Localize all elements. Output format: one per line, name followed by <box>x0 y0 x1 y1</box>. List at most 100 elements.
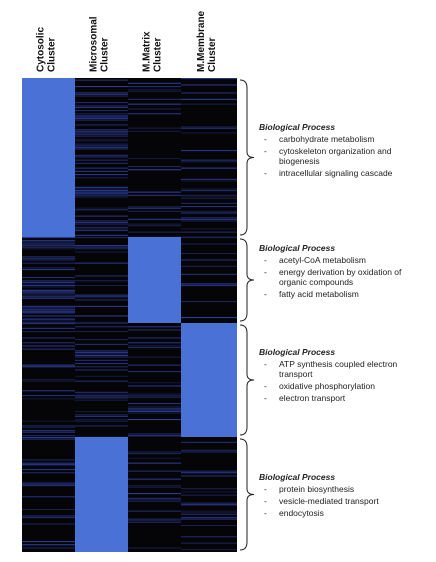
heatmap-stripe <box>181 212 237 214</box>
heatmap-stripe <box>75 222 128 224</box>
heatmap-stripe <box>75 140 128 142</box>
bullet-dash: - <box>264 496 267 506</box>
heatmap-stripe <box>128 127 181 129</box>
heatmap-stripe <box>22 390 75 392</box>
heatmap-stripe <box>75 156 128 158</box>
heatmap-stripe <box>181 220 237 222</box>
heatmap-stripe <box>22 237 75 239</box>
heatmap-stripe <box>128 223 181 225</box>
heatmap-stripe <box>75 146 128 148</box>
heatmap-stripe <box>128 364 181 366</box>
heatmap-stripe <box>181 549 237 551</box>
heatmap-stripe <box>181 451 237 453</box>
heatmap-stripe <box>181 126 237 128</box>
heatmap-stripe <box>181 180 237 182</box>
heatmap-stripe <box>75 86 128 88</box>
heatmap-stripe <box>22 348 75 350</box>
heatmap-stripe <box>75 391 128 393</box>
heatmap-stripe <box>75 110 128 112</box>
heatmap-stripe <box>22 283 75 285</box>
heatmap-stripe <box>128 326 181 328</box>
heatmap-stripe <box>75 262 128 264</box>
heatmap-stripe <box>75 226 128 228</box>
heatmap-stripe <box>75 134 128 136</box>
heatmap-stripe <box>128 403 181 405</box>
heatmap-stripe <box>181 167 237 169</box>
process-item: ATP synthesis coupled electron <box>279 359 398 369</box>
heatmap-stripe <box>22 523 75 525</box>
heatmap-stripe <box>75 209 128 211</box>
heatmap-stripe <box>22 430 75 432</box>
heatmap <box>22 78 237 552</box>
heatmap-stripe <box>75 215 128 217</box>
heatmap-stripe <box>75 237 128 239</box>
heatmap-block <box>22 323 75 437</box>
heatmap-stripe <box>75 305 128 307</box>
heatmap-stripe <box>181 518 237 520</box>
heatmap-stripe <box>181 512 237 514</box>
heatmap-stripe <box>128 457 181 459</box>
heatmap-stripe <box>128 518 181 520</box>
heatmap-stripe <box>22 315 75 317</box>
heatmap-stripe <box>75 143 128 145</box>
column-header: Cytosolic <box>36 27 47 72</box>
heatmap-stripe <box>75 190 128 192</box>
heatmap-stripe <box>128 89 181 91</box>
heatmap-stripe <box>181 283 237 285</box>
heatmap-stripe <box>128 451 181 453</box>
heatmap-stripe <box>75 375 128 377</box>
heatmap-stripe <box>75 170 128 172</box>
heatmap-stripe <box>75 396 128 398</box>
heatmap-stripe <box>75 323 128 325</box>
brace <box>239 238 255 322</box>
heatmap-stripe <box>181 494 237 496</box>
heatmap-stripe <box>22 395 75 397</box>
heatmap-stripe <box>181 441 237 443</box>
heatmap-stripe <box>75 356 128 358</box>
heatmap-stripe <box>22 277 75 279</box>
heatmap-stripe <box>22 327 75 329</box>
group-heading: Biological Process <box>259 243 335 253</box>
heatmap-stripe <box>128 520 181 522</box>
heatmap-stripe <box>128 385 181 387</box>
heatmap-stripe <box>75 414 128 416</box>
brace <box>239 79 255 236</box>
heatmap-stripe <box>128 329 181 331</box>
heatmap-stripe <box>22 285 75 287</box>
heatmap-stripe <box>181 98 237 100</box>
heatmap-stripe <box>181 237 237 239</box>
heatmap-block <box>181 323 237 437</box>
heatmap-block <box>75 323 128 437</box>
heatmap-stripe <box>22 459 75 461</box>
heatmap-stripe <box>75 425 128 427</box>
heatmap-stripe <box>181 217 237 219</box>
heatmap-stripe <box>22 437 75 439</box>
heatmap-stripe <box>128 98 181 100</box>
process-item: carbohydrate metabolism <box>279 134 374 144</box>
heatmap-stripe <box>22 320 75 322</box>
heatmap-stripe <box>181 259 237 261</box>
heatmap-stripe <box>128 412 181 414</box>
heatmap-stripe <box>22 323 75 325</box>
column-header: Cluster <box>100 37 111 72</box>
heatmap-stripe <box>75 339 128 341</box>
heatmap-stripe <box>22 240 75 242</box>
heatmap-stripe <box>181 253 237 255</box>
heatmap-stripe <box>22 243 75 245</box>
heatmap-stripe <box>75 119 128 121</box>
process-item: protein biosynthesis <box>279 484 354 494</box>
heatmap-stripe <box>128 191 181 193</box>
brace <box>239 438 255 551</box>
heatmap-stripe <box>128 169 181 171</box>
heatmap-stripe <box>128 158 181 160</box>
bullet-dash: - <box>264 146 267 156</box>
heatmap-stripe <box>22 257 75 259</box>
heatmap-stripe <box>75 363 128 365</box>
heatmap-stripe <box>75 331 128 333</box>
heatmap-block <box>181 437 237 552</box>
heatmap-stripe <box>22 309 75 311</box>
process-item: fatty acid metabolism <box>279 289 359 299</box>
heatmap-stripe <box>22 464 75 466</box>
heatmap-stripe <box>128 166 181 168</box>
